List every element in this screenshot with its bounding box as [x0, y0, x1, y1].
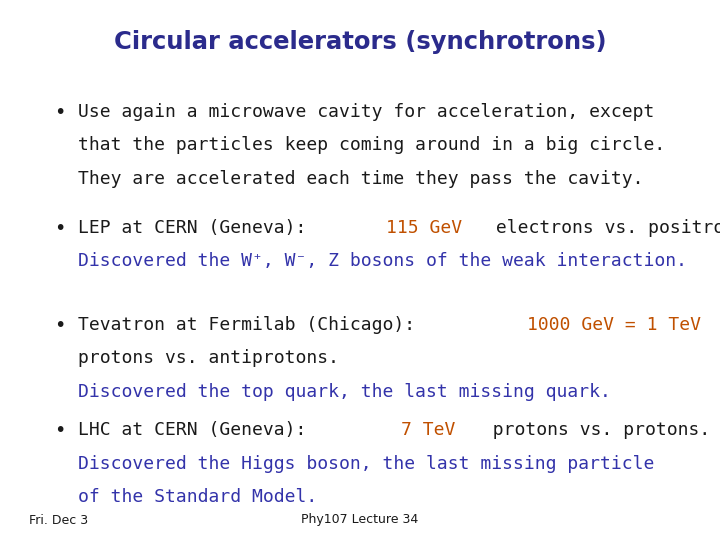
Text: protons vs. antiprotons.: protons vs. antiprotons. [78, 349, 339, 367]
Text: Discovered the Higgs boson, the last missing particle: Discovered the Higgs boson, the last mis… [78, 455, 654, 472]
Text: •: • [54, 103, 66, 122]
Text: Discovered the W⁺, W⁻, Z bosons of the weak interaction.: Discovered the W⁺, W⁻, Z bosons of the w… [78, 252, 687, 270]
Text: •: • [54, 316, 66, 335]
Text: electrons vs. positrons.: electrons vs. positrons. [485, 219, 720, 237]
Text: that the particles keep coming around in a big circle.: that the particles keep coming around in… [78, 136, 665, 154]
Text: Tevatron at Fermilab (Chicago):: Tevatron at Fermilab (Chicago): [78, 316, 426, 334]
Text: 115 GeV: 115 GeV [387, 219, 462, 237]
Text: Fri. Dec 3: Fri. Dec 3 [29, 514, 88, 526]
Text: 1000 GeV = 1 TeV: 1000 GeV = 1 TeV [527, 316, 701, 334]
Text: Use again a microwave cavity for acceleration, except: Use again a microwave cavity for acceler… [78, 103, 654, 120]
Text: 7 TeV: 7 TeV [400, 421, 455, 439]
Text: LHC at CERN (Geneva):: LHC at CERN (Geneva): [78, 421, 328, 439]
Text: Circular accelerators (synchrotrons): Circular accelerators (synchrotrons) [114, 30, 606, 53]
Text: •: • [54, 219, 66, 238]
Text: •: • [54, 421, 66, 440]
Text: LEP at CERN (Geneva):: LEP at CERN (Geneva): [78, 219, 317, 237]
Text: protons vs. protons.: protons vs. protons. [471, 421, 710, 439]
Text: They are accelerated each time they pass the cavity.: They are accelerated each time they pass… [78, 170, 643, 187]
Text: Phy107 Lecture 34: Phy107 Lecture 34 [302, 514, 418, 526]
Text: of the Standard Model.: of the Standard Model. [78, 488, 317, 506]
Text: Discovered the top quark, the last missing quark.: Discovered the top quark, the last missi… [78, 383, 611, 401]
